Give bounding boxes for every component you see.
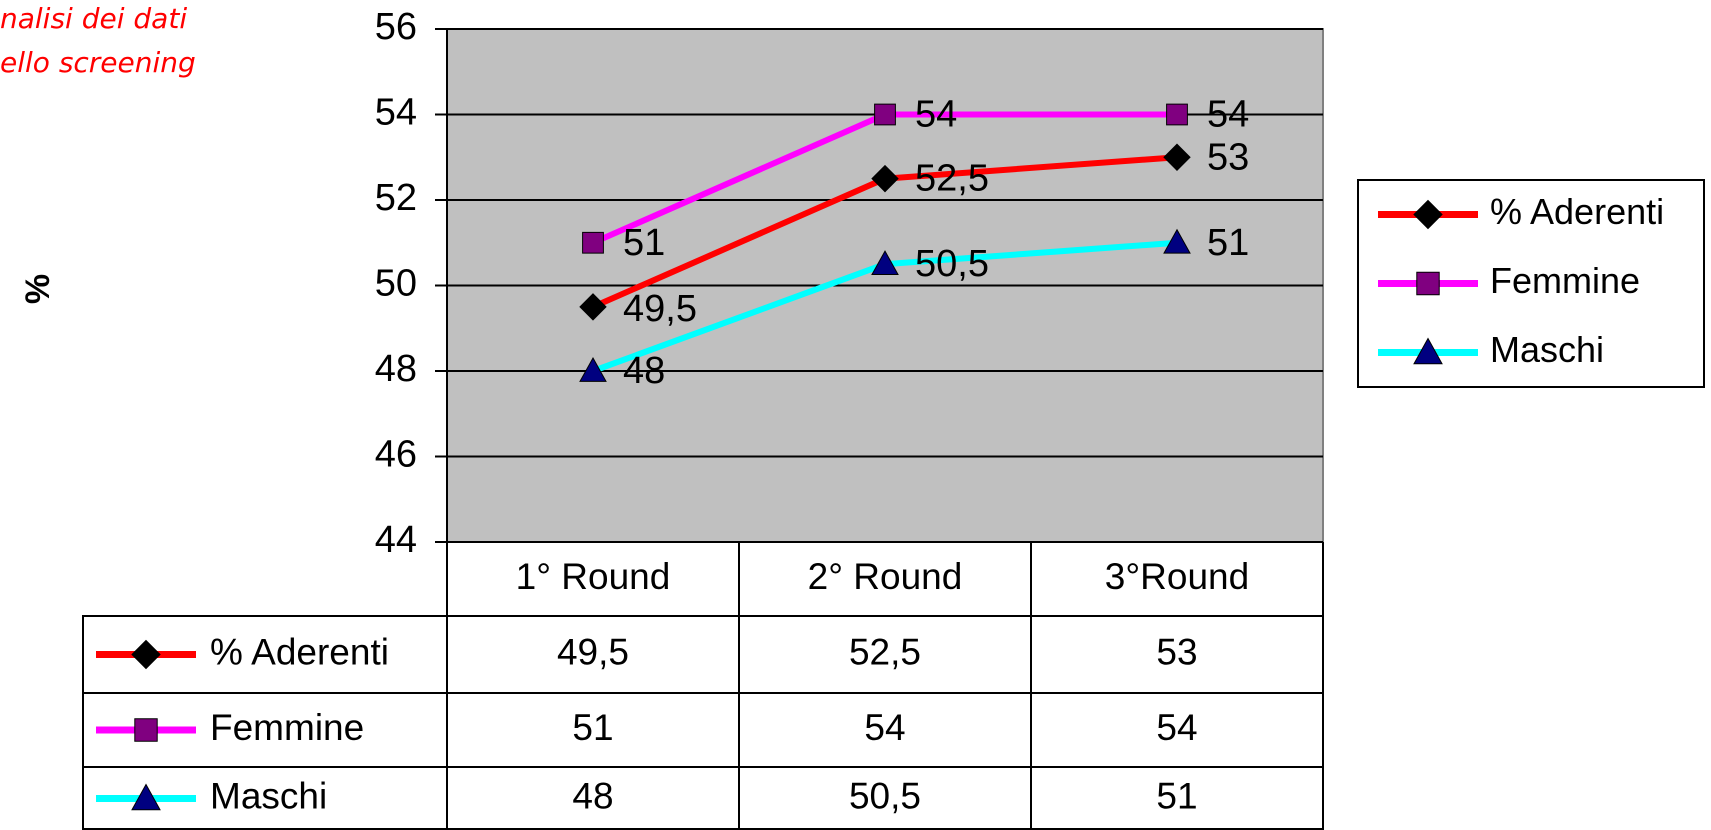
y-tick-label: 46 — [375, 434, 417, 476]
title-line: ello screening — [0, 46, 196, 79]
legend-marker — [1416, 271, 1440, 296]
table-cell: 52,5 — [849, 631, 921, 672]
data-point — [582, 231, 604, 254]
data-label: 52,5 — [915, 158, 989, 200]
table-cell: 51 — [572, 707, 613, 748]
table-cell: 51 — [1156, 775, 1197, 816]
legend-label: Maschi — [1490, 329, 1604, 370]
data-point — [1163, 228, 1191, 254]
legend-marker — [1413, 337, 1443, 365]
table-cell: 54 — [1156, 707, 1197, 748]
table-marker — [131, 783, 161, 811]
data-point — [871, 250, 899, 276]
data-point — [871, 164, 899, 193]
data-label: 49,5 — [623, 288, 697, 330]
table-cell: 50,5 — [849, 775, 921, 816]
table-cell: 53 — [1156, 631, 1197, 672]
table-cell: 54 — [864, 707, 905, 748]
table-row-label: Maschi — [210, 775, 327, 816]
table-marker — [134, 718, 158, 742]
y-axis-label: % — [19, 274, 57, 304]
data-label: 51 — [623, 222, 665, 264]
table-cell: 48 — [572, 775, 613, 816]
table-marker — [131, 639, 161, 670]
y-tick-label: 54 — [375, 92, 417, 134]
legend-label: % Aderenti — [1490, 191, 1664, 232]
data-label: 54 — [1207, 94, 1249, 136]
data-point — [1163, 143, 1191, 171]
data-label: 48 — [623, 350, 665, 392]
legend-label: Femmine — [1490, 260, 1640, 301]
table-row-label: Femmine — [210, 707, 364, 748]
y-tick-label: 48 — [375, 348, 417, 390]
table-cell: 49,5 — [557, 631, 629, 672]
data-label: 50,5 — [915, 243, 989, 285]
y-tick-label: 56 — [375, 6, 417, 48]
data-point — [579, 356, 607, 382]
y-tick-label: 50 — [375, 263, 417, 305]
legend-marker — [1413, 199, 1443, 230]
x-tick-label: 2° Round — [808, 556, 963, 597]
x-tick-label: 1° Round — [516, 556, 671, 597]
y-tick-label: 52 — [375, 177, 417, 219]
data-label: 51 — [1207, 222, 1249, 264]
title-line: nalisi dei dati — [0, 2, 187, 35]
data-label: 54 — [915, 94, 957, 136]
table-row-label: % Aderenti — [210, 631, 389, 672]
y-tick-label: 44 — [375, 519, 417, 561]
data-point — [1166, 103, 1188, 126]
data-label: 53 — [1207, 136, 1249, 178]
data-point — [874, 103, 896, 126]
x-tick-label: 3°Round — [1105, 556, 1249, 597]
data-point — [579, 293, 607, 321]
